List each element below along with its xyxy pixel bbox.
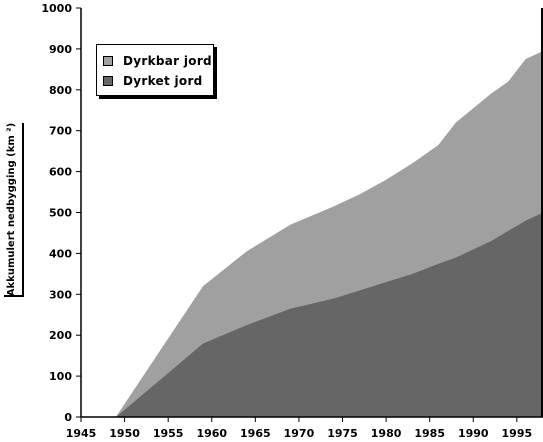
area-dyrket-jord: [115, 212, 543, 417]
x-tick-label: 1995: [502, 427, 533, 440]
y-tick-label: 300: [49, 288, 72, 301]
x-tick-label: 1960: [196, 427, 227, 440]
x-tick-label: 1980: [371, 427, 402, 440]
legend-swatch-dyrkbar: [103, 56, 113, 66]
legend-label-dyrket: Dyrket jord: [123, 74, 203, 88]
y-tick-label: 500: [49, 207, 72, 220]
legend-label-dyrkbar: Dyrkbar jord: [123, 54, 212, 68]
legend-item-dyrkbar: Dyrkbar jord: [103, 53, 212, 69]
legend-swatch-dyrket: [103, 76, 113, 86]
y-tick-label: 1000: [41, 2, 72, 15]
area-dyrkbar-jord: [115, 50, 543, 417]
x-tick-label: 1965: [240, 427, 271, 440]
y-tick-label: 100: [49, 370, 72, 383]
x-tick-label: 1950: [109, 427, 140, 440]
y-tick-label: 200: [49, 329, 72, 342]
y-tick-label: 0: [64, 411, 72, 424]
y-axis-label: Akkumulert nedbygging (km ²): [6, 122, 18, 296]
x-tick-label: 1955: [153, 427, 184, 440]
x-tick-label: 1985: [414, 427, 445, 440]
y-axis-label-box: [4, 123, 24, 297]
y-tick-label: 400: [49, 247, 72, 260]
y-tick-label: 600: [49, 166, 72, 179]
x-tick-label: 1975: [327, 427, 358, 440]
y-tick-label: 800: [49, 84, 72, 97]
x-tick-label: 1990: [458, 427, 489, 440]
x-tick-label: 1970: [284, 427, 315, 440]
y-tick-label: 700: [49, 125, 72, 138]
legend-item-dyrket: Dyrket jord: [103, 73, 203, 89]
y-tick-label: 900: [49, 43, 72, 56]
legend: Dyrkbar jord Dyrket jord: [96, 44, 214, 96]
x-tick-label: 1945: [66, 427, 97, 440]
